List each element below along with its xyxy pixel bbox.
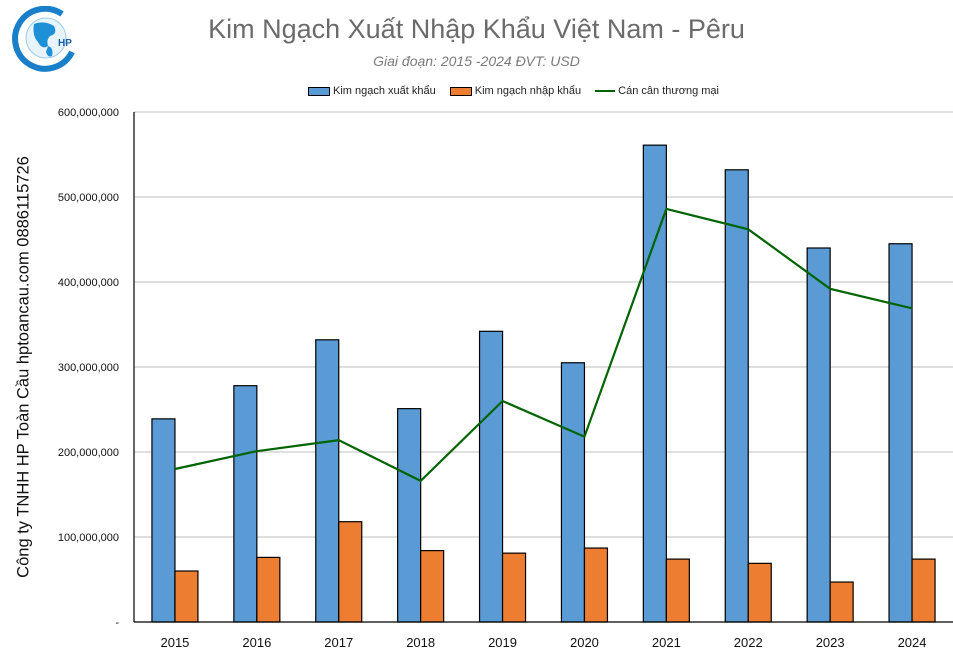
legend-label-export: Kim ngạch xuất khẩu [333, 85, 436, 97]
chart-subtitle: Giai đoạn: 2015 -2024 ĐVT: USD [373, 53, 580, 69]
legend-swatch-import [449, 86, 472, 96]
x-tick-label: 2022 [734, 635, 763, 650]
legend-label-balance: Cán cân thương mại [618, 85, 719, 97]
bar-import [665, 558, 690, 623]
y-tick-label: 400,000,000 [58, 277, 119, 289]
bar-export [397, 408, 422, 623]
bars [151, 144, 936, 623]
y-tick-label: 100,000,000 [58, 532, 119, 544]
bar-export [888, 243, 913, 623]
bar-export [233, 385, 258, 623]
x-tick-label: 2019 [488, 635, 517, 650]
x-tick-label: 2016 [242, 635, 271, 650]
y-tick-label: 500,000,000 [58, 192, 119, 204]
y-axis-ticks: - 100,000,000 200,000,000 300,000,000 400,00… [58, 107, 120, 629]
legend-label-import: Kim ngạch nhập khẩu [474, 85, 582, 97]
bar-export [315, 339, 340, 623]
bar-import [338, 521, 363, 623]
legend-item-balance: Cán cân thương mại [595, 85, 719, 97]
chart-title: Kim Ngạch Xuất Nhập Khẩu Việt Nam - Pêru [208, 14, 745, 44]
legend-swatch-balance [595, 90, 616, 92]
logo-ring [12, 5, 75, 72]
y-tick-label: 300,000,000 [58, 362, 119, 374]
bar-export [806, 247, 831, 623]
bar-import [501, 552, 527, 623]
bar-import [829, 581, 854, 623]
x-axis-ticks: 2015 2016 2017 2018 2019 2020 2021 2022 2023 2024 [160, 635, 926, 650]
bar-import [174, 570, 199, 623]
x-tick-label: 2021 [652, 635, 681, 650]
x-tick-label: 2017 [324, 635, 353, 650]
bar-import [420, 549, 445, 623]
y-tick-label: 600,000,000 [58, 107, 119, 119]
y-tick-label: 200,000,000 [58, 447, 119, 459]
x-tick-label: 2023 [816, 635, 845, 650]
bar-import [583, 547, 609, 623]
y-tick-label: - [115, 617, 119, 629]
legend-item-import: Kim ngạch nhập khẩu [449, 85, 582, 97]
company-logo: HP [10, 5, 80, 72]
legend: Kim ngạch xuất khẩu Kim ngạch nhập khẩu … [0, 85, 953, 97]
logo-text: HP [58, 38, 72, 49]
bar-import [256, 556, 281, 623]
bar-import [911, 558, 936, 623]
bar-export [151, 418, 176, 623]
bar-export [560, 362, 586, 623]
bar-export [478, 330, 504, 623]
legend-swatch-export [308, 86, 331, 96]
x-tick-label: 2024 [898, 635, 927, 650]
legend-item-export: Kim ngạch xuất khẩu [308, 85, 436, 97]
x-tick-label: 2015 [160, 635, 189, 650]
balance-line [174, 207, 913, 483]
balance-polyline [174, 207, 913, 483]
x-tick-label: 2020 [570, 635, 599, 650]
axes [133, 112, 953, 623]
bar-import [747, 562, 772, 623]
x-tick-label: 2018 [406, 635, 435, 650]
bar-export [724, 169, 749, 623]
